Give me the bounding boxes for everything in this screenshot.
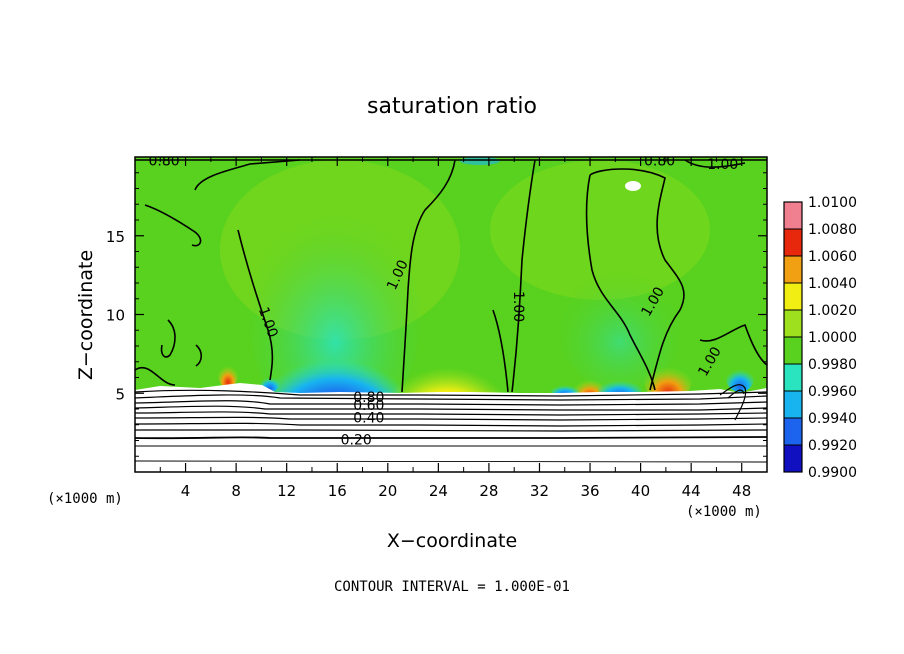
contour-line — [144, 204, 202, 247]
contour-line — [135, 394, 767, 401]
contour-label: 0.40 — [353, 410, 384, 426]
colorbar-label: 0.9920 — [808, 438, 857, 454]
contour-line — [135, 429, 767, 432]
colorbar-segment — [784, 364, 802, 391]
field-blue-anomaly — [726, 364, 754, 392]
field-white-patch — [625, 181, 641, 191]
colorbar-label: 1.0100 — [808, 195, 857, 211]
y-axis-label: Z−coordinate — [75, 250, 97, 380]
contour-line — [194, 159, 301, 191]
y-tick-label: 15 — [106, 228, 125, 246]
contour-line — [135, 422, 767, 427]
colorbar-label: 1.0060 — [808, 249, 857, 265]
contour-line — [719, 384, 747, 421]
field-cyan-plume — [560, 270, 680, 390]
contour-line — [401, 159, 456, 393]
colorbar-segment — [784, 283, 802, 310]
field-blue-anomaly — [460, 157, 500, 165]
contour-label: 1.00 — [707, 157, 738, 173]
colorbar-segment — [784, 310, 802, 337]
colorbar-label: 1.0040 — [808, 276, 857, 292]
lower-contours — [135, 384, 767, 463]
contour-line — [135, 389, 767, 397]
x-tick-label: 36 — [580, 482, 599, 500]
x-tick-label: 16 — [328, 482, 347, 500]
colorbar-label: 1.0080 — [808, 222, 857, 238]
contour-line — [492, 309, 509, 393]
x-tick-label: 24 — [429, 482, 448, 500]
upper-contours — [135, 159, 767, 393]
contour-line — [684, 159, 746, 168]
chart-title: saturation ratio — [367, 94, 537, 119]
y-axis-ticks: 5 10 15 — [106, 172, 767, 457]
colorbar-label: 1.0000 — [808, 330, 857, 346]
contour-line — [589, 168, 685, 391]
field-red-anomaly — [218, 360, 238, 388]
plot-area: 1.001.00 1.001.001.001.000.80 0.800.800.60… — [135, 154, 767, 472]
contour-line — [135, 436, 767, 440]
x-tick-label: 48 — [732, 482, 751, 500]
contour-line — [160, 319, 176, 358]
contour-line — [237, 229, 274, 381]
colorbar-segment — [784, 256, 802, 283]
x-tick-label: 8 — [231, 482, 241, 500]
x-axis-label: X−coordinate — [387, 530, 517, 552]
x-tick-label: 12 — [277, 482, 296, 500]
contour-line — [727, 389, 745, 399]
contour-interval-footer: CONTOUR INTERVAL = 1.000E-01 — [334, 579, 570, 595]
contour-line — [135, 405, 767, 411]
contour-line — [699, 323, 767, 366]
x-tick-label: 44 — [682, 482, 701, 500]
x-tick-label: 40 — [631, 482, 650, 500]
x-tick-label: 32 — [530, 482, 549, 500]
colorbar-label: 1.0020 — [808, 303, 857, 319]
colorbar: 0.9900 0.9920 0.9940 0.9960 0.9980 1.0000 1.00… — [783, 195, 857, 481]
field-green-light — [490, 160, 710, 300]
contour-line — [135, 411, 767, 416]
contour-label: 0.20 — [341, 433, 372, 449]
colorbar-label: 0.9980 — [808, 357, 857, 373]
x-unit-left: (×1000 m) — [47, 491, 123, 507]
x-axis-ticks: 4 8 12 16 20 24 28 32 36 40 44 48 — [159, 157, 751, 500]
x-tick-label: 20 — [378, 482, 397, 500]
contour-label: 0.80 — [148, 154, 179, 170]
contour-line — [135, 400, 767, 406]
y-tick-label: 5 — [115, 385, 125, 403]
contour-line — [135, 366, 176, 386]
colorbar-label: 0.9960 — [808, 384, 857, 400]
contour-line — [585, 174, 656, 391]
colorbar-label: 0.9900 — [808, 465, 857, 481]
contour-line — [135, 416, 767, 421]
colorbar-segment — [784, 202, 802, 229]
lower-dry-layer — [135, 383, 767, 472]
x-tick-label: 4 — [181, 482, 191, 500]
contour-line — [135, 460, 767, 463]
contour-label: 1.00 — [510, 291, 526, 322]
contour-line — [195, 344, 203, 367]
colorbar-segment — [784, 391, 802, 418]
y-tick-label: 10 — [106, 307, 125, 325]
contour-label: 0.80 — [353, 390, 384, 406]
contour-label: 0.80 — [644, 154, 675, 170]
contour-label: 0.60 — [353, 398, 384, 414]
contour-line — [511, 159, 536, 393]
colorbar-segment — [784, 229, 802, 256]
colorbar-segment — [784, 418, 802, 445]
colorbar-label: 0.9940 — [808, 411, 857, 427]
x-tick-label: 28 — [479, 482, 498, 500]
colorbar-segment — [784, 445, 802, 472]
contour-labels: 1.001.00 1.001.001.001.000.80 0.800.800.60… — [148, 154, 738, 449]
colorbar-segment — [784, 337, 802, 364]
x-unit-right: (×1000 m) — [686, 504, 762, 520]
